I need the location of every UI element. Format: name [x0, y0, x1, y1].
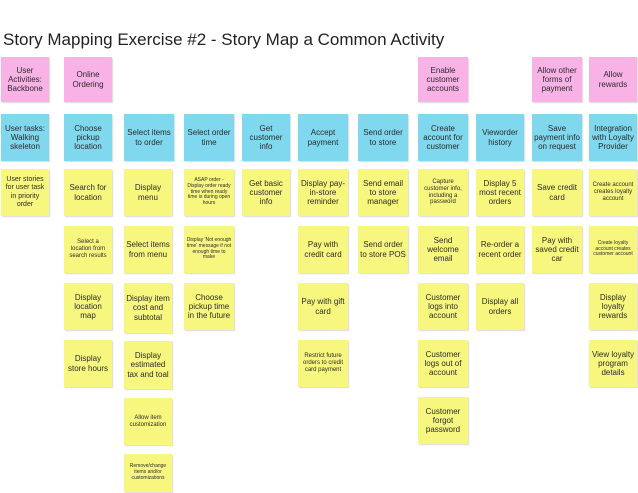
sticky-story-send: Send order to store POS — [358, 226, 408, 273]
sticky-task-accept-payment: Accept payment — [298, 114, 348, 161]
sticky-task-customer-info: Get customer info — [242, 114, 290, 161]
sticky-story-savepay: Pay with saved credit car — [532, 226, 582, 273]
sticky-story-location: Select a location from search results — [64, 226, 112, 273]
sticky-story-payment: Display pay-in-store reminder — [298, 169, 348, 216]
sticky-activity-enable-accounts: Enable customer accounts — [418, 57, 468, 102]
sticky-story-items: Display menu — [124, 169, 172, 216]
sticky-task-select-items: Select items to order — [124, 114, 174, 161]
sticky-task-loyalty-integration: Integration with Loyalty Provider — [589, 114, 637, 161]
sticky-activity-online-ordering: Online Ordering — [64, 57, 112, 102]
sticky-story-time: ASAP order - Display order ready time wh… — [184, 169, 234, 216]
sticky-task-select-time: Select order time — [184, 114, 234, 161]
sticky-story-history: Re-order a recent order — [476, 226, 524, 273]
sticky-story-location: Search for location — [64, 169, 112, 216]
sticky-story-items: Display estimated tax and toal — [124, 341, 172, 389]
sticky-story-savepay: Save credit card — [532, 169, 582, 216]
sticky-story-loyalty: Display loyalty rewards — [589, 283, 637, 330]
sticky-story-loyalty: View loyalty program details — [589, 340, 637, 387]
sticky-story-customer: Get basic customer info — [242, 169, 290, 216]
sticky-story-items: Remove/change items and/or customization… — [124, 454, 172, 492]
sticky-task-choose-location: Choose pickup location — [64, 114, 112, 161]
sticky-story-loyalty: Create account creates loyalty account — [589, 169, 637, 216]
sticky-story-history: Display all orders — [476, 283, 524, 330]
sticky-task-send-order: Send order to store — [358, 114, 408, 161]
sticky-story-loyalty: Create loyalty account creates customer … — [589, 226, 637, 273]
sticky-activity-other-payment: Allow other forms of payment — [532, 57, 582, 102]
sticky-story-account: Customer logs into account — [418, 283, 468, 330]
sticky-story-location: Display store hours — [64, 340, 112, 387]
sticky-task-walking-skeleton: User tasks: Walking skeleton — [1, 114, 49, 161]
sticky-task-create-account: Create account for customer — [418, 114, 468, 161]
sticky-activity-rewards: Allow rewards — [589, 57, 637, 102]
sticky-story-account: Customer logs out of account — [418, 340, 468, 387]
sticky-task-order-history: Vieworder history — [476, 114, 524, 161]
sticky-story-account: Send welcome email — [418, 226, 468, 273]
sticky-story-items: Select items from menu — [124, 226, 172, 273]
sticky-story-send: Send email to store manager — [358, 169, 408, 216]
sticky-story-location: Display location map — [64, 283, 112, 330]
sticky-story-intro: User stories for user task in priority o… — [1, 169, 49, 216]
sticky-story-time: Choose pickup time in the future — [184, 283, 234, 330]
sticky-story-payment: Pay with gift card — [298, 283, 348, 330]
sticky-task-save-payment: Save payment info on request — [532, 114, 582, 161]
sticky-story-time: Display 'Not enough time' message if not… — [184, 226, 234, 273]
sticky-story-account: Customer forgot password — [418, 397, 468, 444]
sticky-story-history: Display 5 most recent orders — [476, 169, 524, 216]
page-title: Story Mapping Exercise #2 - Story Map a … — [3, 30, 445, 49]
sticky-activity-backbone: User Activities: Backbone — [1, 57, 49, 102]
sticky-story-payment: Pay with credit card — [298, 226, 348, 273]
sticky-story-items: Display item cost and subtotal — [124, 283, 172, 333]
sticky-story-payment: Restrict future orders to credit card pa… — [298, 340, 348, 387]
sticky-story-items: Allow item customization — [124, 398, 172, 445]
sticky-story-account: Capture customer info, including a passw… — [418, 169, 468, 216]
